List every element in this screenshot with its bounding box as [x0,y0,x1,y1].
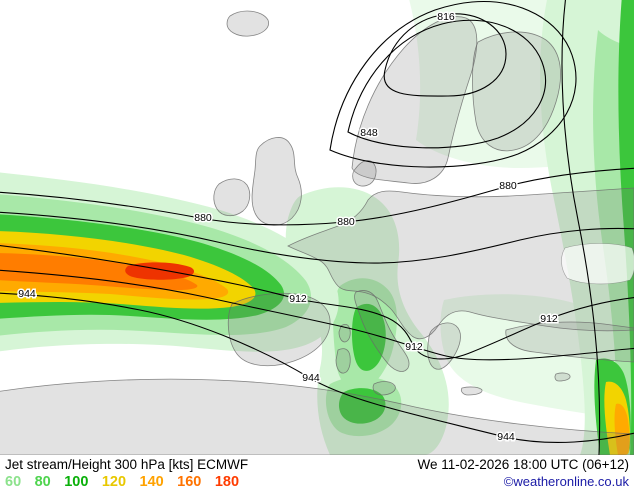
island-cyprus [554,372,571,382]
contour-label: 848 [360,127,378,139]
contour-label: 944 [497,431,515,443]
map-canvas: 816 848 880 880 880 912 912 912 944 944 … [0,0,634,455]
valid-time: We 11-02-2026 18:00 UTC (06+12) [417,457,630,472]
caption-row: Jet stream/Height 300 hPa [kts] ECMWF We… [0,455,634,472]
height-contour-864 [329,0,577,168]
height-contours [0,0,634,455]
sea-black-sea [561,243,634,285]
contour-labels: 816 848 880 880 880 912 912 912 944 944 … [17,10,560,445]
footer: Jet stream/Height 300 hPa [kts] ECMWF We… [0,455,634,490]
land-scandinavia [351,16,478,184]
legend-value-80: 80 [34,474,51,490]
contour-label: 944 [302,372,320,384]
jet-band-east-140 [614,403,630,455]
land-great-britain [251,137,302,226]
height-contour-880 [0,167,634,226]
land-iberia [227,292,331,367]
island-sicily [372,381,396,396]
height-contour-912 [0,245,634,360]
jet-band-atlantic-160 [0,253,198,290]
jet-band-central-100 [351,303,386,371]
legend-value-100: 100 [64,474,89,490]
jet-band-east-100-edge [618,0,634,455]
copyright-link[interactable]: ©weatheronline.co.uk [503,474,629,489]
height-contour-944 [0,292,634,443]
speed-legend: 60 80 100 120 140 160 180 [5,473,248,491]
legend-value-60: 60 [5,474,22,490]
land-iceland [226,10,269,37]
contour-label: 912 [405,341,423,353]
height-contour-848 [347,19,547,149]
contour-label: 944 [18,288,36,300]
legend-value-140: 140 [139,474,164,490]
contour-label: 912 [289,293,307,305]
jet-band-sicily-100 [338,388,386,424]
contour-label: 880 [194,212,212,224]
contour-label: 880 [499,180,517,192]
land-continental-europe [287,187,634,340]
island-corsica [338,323,351,343]
height-contour-816 [383,13,507,97]
contour-label: 912 [540,313,558,325]
land-finland [472,31,561,152]
coastlines [0,10,634,455]
contour-label: 816 [437,11,455,23]
legend-row: 60 80 100 120 140 160 180 ©weatheronline… [0,472,634,491]
land-ireland [213,178,251,217]
legend-value-120: 120 [101,474,127,490]
height-contour-east-trough [561,0,601,455]
island-sardinia [335,348,351,374]
product-title: Jet stream/Height 300 hPa [kts] ECMWF [5,457,249,472]
land-denmark [352,160,377,187]
height-contour-928 [0,269,634,361]
height-contour-896 [0,211,634,264]
legend-value-160: 160 [177,474,202,490]
jet-speed-fills [0,0,634,455]
legend-value-180: 180 [214,474,240,490]
contour-label: 880 [337,216,355,228]
island-crete [460,386,483,396]
